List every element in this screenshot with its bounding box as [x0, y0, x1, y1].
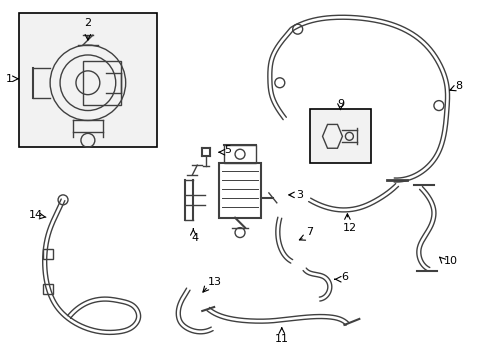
Text: 4: 4: [191, 233, 199, 243]
Text: 5: 5: [224, 145, 231, 155]
Text: 9: 9: [336, 99, 344, 109]
Bar: [43, 249, 53, 260]
Bar: [309, 109, 370, 163]
Bar: [43, 284, 53, 294]
Text: 3: 3: [296, 190, 303, 200]
Bar: [83, 61, 121, 105]
Text: 11: 11: [274, 334, 288, 344]
Text: 2: 2: [84, 18, 91, 28]
Bar: [219, 163, 261, 218]
Text: 1: 1: [6, 74, 13, 84]
Text: 6: 6: [340, 272, 347, 282]
Bar: [19, 13, 156, 147]
Text: 14: 14: [29, 210, 43, 220]
Text: 7: 7: [305, 226, 312, 237]
Text: 12: 12: [342, 222, 356, 233]
Text: 10: 10: [443, 256, 457, 266]
Bar: [224, 145, 255, 163]
Text: 8: 8: [454, 81, 461, 91]
Text: 13: 13: [208, 277, 222, 287]
